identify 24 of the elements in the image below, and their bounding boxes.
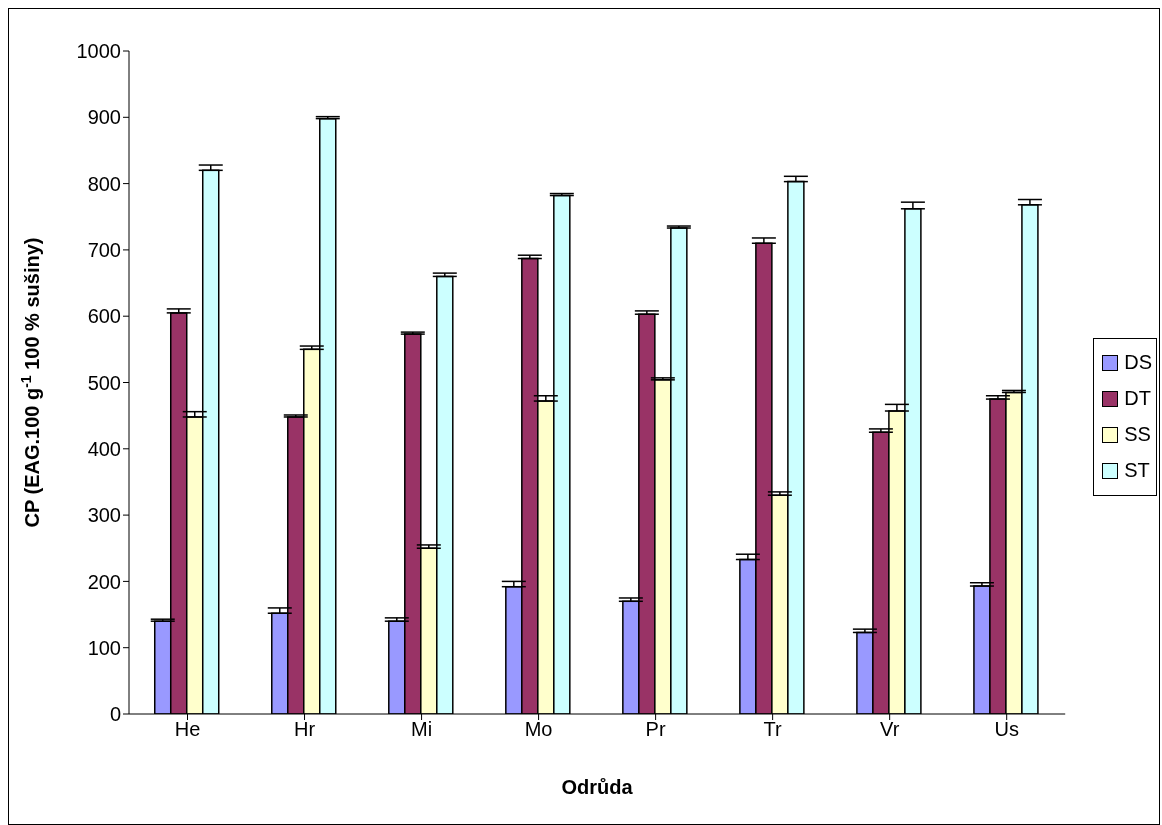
- y-tick-label: 100: [87, 636, 121, 659]
- legend-label: DT: [1124, 387, 1151, 410]
- legend-label: SS: [1124, 423, 1151, 446]
- y-tick-label: 1000: [76, 40, 121, 63]
- y-tick-label: 0: [109, 703, 121, 726]
- x-tick-label: Pr: [645, 718, 666, 741]
- y-tick-label: 900: [87, 106, 121, 129]
- y-tick-label: 600: [87, 305, 121, 328]
- legend-label: ST: [1124, 459, 1150, 482]
- x-axis-title: Odrůda: [561, 776, 634, 798]
- x-tick-label: Hr: [293, 718, 316, 741]
- y-tick-label: 200: [87, 570, 121, 593]
- x-tick-label: Vr: [880, 718, 900, 741]
- x-tick-label: He: [174, 718, 201, 741]
- x-tick-label: Tr: [763, 718, 783, 741]
- x-tick-label: Us: [994, 718, 1019, 741]
- x-tick-label: Mo: [524, 718, 553, 741]
- y-tick-label: 800: [87, 172, 121, 195]
- y-tick-label: 700: [87, 239, 121, 261]
- x-tick-label: Mi: [411, 718, 433, 741]
- y-tick-label: 300: [87, 504, 121, 527]
- legend-label: DS: [1124, 351, 1152, 374]
- y-tick-label: 500: [87, 371, 121, 394]
- y-tick-label: 400: [87, 437, 121, 460]
